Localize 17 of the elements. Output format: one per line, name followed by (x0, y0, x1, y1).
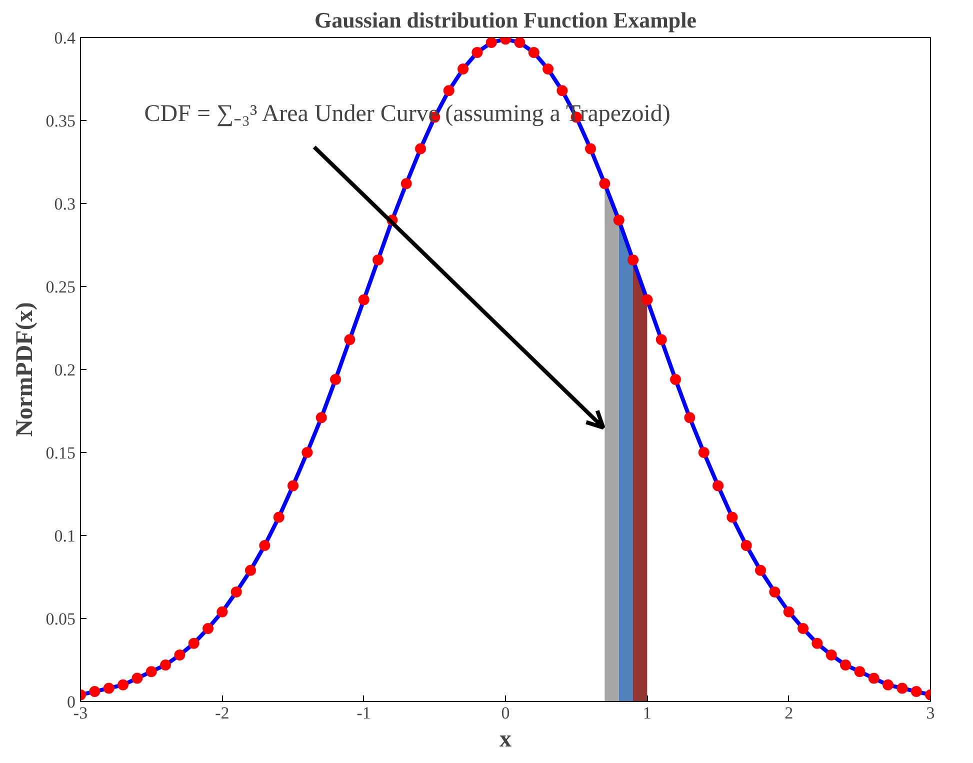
y-tick-label: 0.2 (54, 360, 76, 380)
y-tick-label: 0.1 (54, 526, 76, 546)
x-tick-label: -1 (356, 704, 371, 722)
x-tick-label: 0 (501, 704, 510, 722)
y-tick-label: 0.05 (46, 610, 76, 628)
x-tick-label: 1 (642, 704, 652, 722)
y-tick-label: 0.25 (46, 278, 76, 296)
y-tick-label: 0.15 (46, 444, 76, 462)
y-axis-title: NormPDF(x) (12, 302, 38, 437)
x-axis-title: x (500, 726, 512, 752)
x-tick-label: 2 (784, 704, 794, 722)
y-tick-label: 0.3 (54, 194, 76, 214)
x-tick-label: 3 (926, 704, 935, 722)
y-tick-label: 0.35 (46, 112, 76, 130)
x-tick-label: -2 (215, 704, 230, 722)
y-tick-label: 0.4 (54, 28, 76, 48)
chart-title: Gaussian distribution Function Example (314, 8, 697, 32)
